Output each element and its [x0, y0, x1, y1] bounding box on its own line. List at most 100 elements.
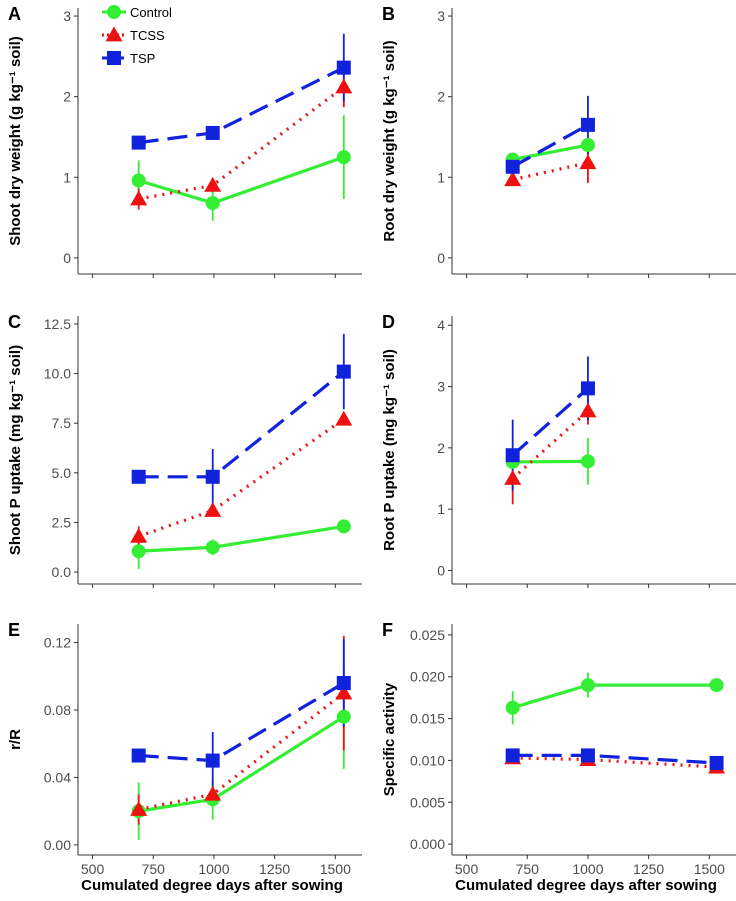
- data-point-tcss: [504, 470, 522, 485]
- y-tick-label: 0.025: [410, 627, 445, 643]
- y-axis-title: Shoot P uptake (mg kg⁻¹ soil): [7, 345, 24, 555]
- legend-label: Control: [130, 5, 172, 20]
- series-line-control: [138, 524, 345, 553]
- series-line-control: [512, 459, 588, 464]
- data-point-tcss: [504, 171, 522, 187]
- y-tick-label: 3: [63, 8, 71, 24]
- y-axis-title: Root P uptake (mg kg⁻¹ soil): [381, 349, 398, 551]
- y-tick-label: 1: [437, 169, 445, 185]
- data-point-control: [580, 138, 595, 153]
- y-tick-label: 0.000: [410, 836, 445, 852]
- y-tick-label: 2.5: [52, 514, 72, 530]
- y-tick-label: 0.005: [410, 794, 445, 810]
- data-point-control: [580, 678, 595, 693]
- legend-marker: [107, 5, 121, 19]
- y-tick-label: 5.0: [52, 465, 72, 481]
- data-point-control: [709, 678, 724, 693]
- data-point-tsp: [336, 676, 351, 691]
- y-tick-label: 0.010: [410, 752, 445, 768]
- data-point-control: [131, 544, 146, 559]
- y-tick-label: 3: [437, 8, 445, 24]
- series-line-tcss: [512, 756, 717, 769]
- series-line-tcss: [512, 161, 589, 182]
- y-tick-label: 0.04: [44, 769, 71, 785]
- y-tick-label: 0: [437, 563, 445, 579]
- series-line-tsp: [511, 123, 589, 169]
- data-point-control: [336, 709, 351, 724]
- data-point-tcss: [335, 410, 353, 426]
- y-tick-label: 10.0: [44, 366, 71, 382]
- data-point-tcss: [579, 154, 597, 170]
- x-tick-label: 750: [142, 861, 166, 877]
- data-point-tcss: [335, 684, 353, 700]
- data-point-tcss: [204, 785, 222, 801]
- series-line-tsp: [138, 681, 345, 763]
- data-point-tcss: [130, 190, 148, 206]
- legend-label: TSP: [130, 51, 155, 66]
- data-point-control: [336, 150, 351, 165]
- y-tick-label: 0.020: [410, 669, 445, 685]
- y-axis-title: Shoot dry weight (g kg⁻¹ soil): [7, 36, 24, 246]
- panel-letter: E: [8, 620, 20, 640]
- x-tick-label: 1250: [259, 861, 290, 877]
- data-point-tsp: [505, 159, 520, 174]
- series-line-tsp: [512, 753, 717, 765]
- x-tick-label: 1500: [694, 861, 725, 877]
- y-axis-title: Root dry weight (g kg⁻¹ soil): [381, 40, 398, 241]
- y-tick-label: 0.0: [52, 564, 72, 580]
- y-tick-label: 7.5: [52, 415, 72, 431]
- y-axis-title: Specific activity: [381, 682, 398, 796]
- data-point-control: [580, 454, 595, 469]
- data-point-control: [505, 700, 520, 715]
- legend-marker: [107, 51, 121, 65]
- data-point-tsp: [205, 469, 220, 484]
- y-tick-label: 1: [63, 169, 71, 185]
- series-line-tcss: [138, 417, 345, 538]
- y-tick-label: 12.5: [44, 316, 71, 332]
- x-tick-label: 1500: [320, 861, 351, 877]
- series-line-tsp: [138, 370, 345, 479]
- y-tick-label: 1: [437, 501, 445, 517]
- data-point-tcss: [204, 502, 222, 517]
- x-axis-title: Cumulated degree days after sowing: [455, 877, 717, 894]
- data-point-tsp: [505, 748, 520, 763]
- panel-letter: D: [382, 312, 395, 332]
- y-tick-label: 0.12: [44, 635, 71, 651]
- y-axis-title: r/R: [7, 729, 24, 750]
- y-tick-label: 4: [437, 317, 445, 333]
- y-tick-label: 2: [437, 440, 445, 456]
- panel-letter: B: [382, 4, 395, 24]
- data-point-tcss: [130, 800, 148, 816]
- panel-b: B 0 1 2 3 Root dry weight (g kg⁻¹ soil): [381, 4, 736, 278]
- panel-letter: C: [8, 312, 21, 332]
- y-tick-label: 0.00: [44, 837, 71, 853]
- data-point-control: [131, 173, 146, 188]
- series-line-tcss: [138, 691, 345, 812]
- series-line-control: [138, 155, 345, 205]
- panel-f: F 0.000 0.005 0.010 0.015 0.020 0.025 500 750 100…: [381, 620, 736, 894]
- data-point-tsp: [580, 381, 595, 396]
- y-tick-label: 2: [437, 89, 445, 105]
- x-tick-label: 500: [81, 861, 105, 877]
- data-point-control: [336, 519, 351, 534]
- data-point-tsp: [131, 469, 146, 484]
- x-tick-label: 1000: [198, 861, 229, 877]
- legend-marker: [105, 26, 123, 42]
- y-tick-label: 0: [437, 250, 445, 266]
- panel-letter: A: [8, 4, 21, 24]
- data-point-tcss: [335, 78, 353, 94]
- series-line-tsp: [511, 387, 589, 457]
- x-tick-label: 500: [455, 861, 479, 877]
- data-point-tsp: [709, 755, 724, 770]
- data-point-control: [205, 540, 220, 555]
- panel-letter: F: [382, 620, 393, 640]
- data-point-tsp: [205, 753, 220, 768]
- data-point-tsp: [580, 748, 595, 763]
- y-tick-label: 2: [63, 89, 71, 105]
- y-tick-label: 0.015: [410, 711, 445, 727]
- series-line-control: [512, 143, 589, 162]
- panel-d: D 0 1 2 3 4 Root P uptake (mg kg⁻¹ soil): [381, 312, 736, 588]
- x-axis-title: Cumulated degree days after sowing: [81, 877, 343, 894]
- series-line-tcss: [138, 85, 345, 201]
